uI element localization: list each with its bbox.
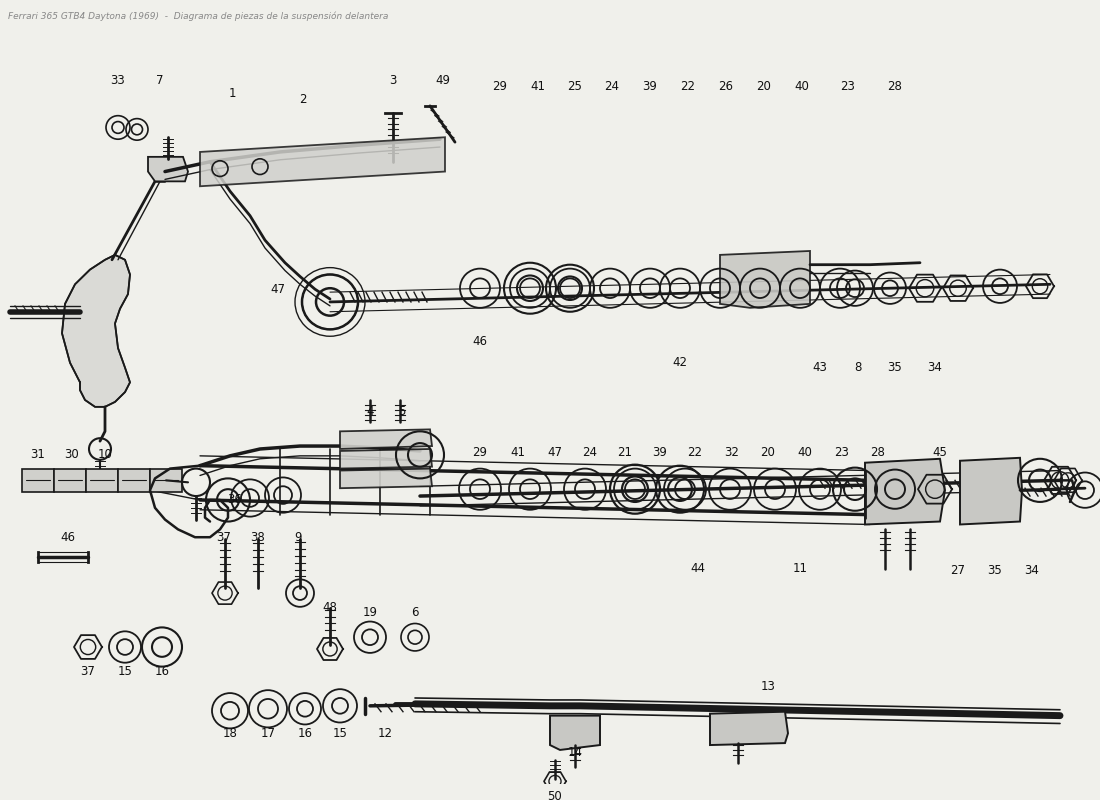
Text: 32: 32	[725, 446, 739, 459]
Text: 45: 45	[933, 446, 947, 459]
Text: 42: 42	[672, 356, 688, 370]
Polygon shape	[710, 712, 788, 745]
Text: Ferrari 365 GTB4 Daytona (1969)  -  Diagrama de piezas de la suspensión delanter: Ferrari 365 GTB4 Daytona (1969) - Diagra…	[8, 12, 388, 22]
Text: 30: 30	[65, 448, 79, 462]
Text: 34: 34	[927, 361, 943, 374]
Text: 46: 46	[60, 530, 76, 544]
Text: 4: 4	[366, 406, 374, 418]
Text: 24: 24	[605, 80, 619, 93]
Polygon shape	[550, 716, 600, 750]
Text: 37: 37	[217, 530, 231, 544]
Text: 20: 20	[760, 446, 775, 459]
Text: 15: 15	[118, 665, 132, 678]
Text: 40: 40	[794, 80, 810, 93]
Text: 35: 35	[988, 564, 1002, 577]
Text: 2: 2	[299, 94, 307, 106]
Text: 12: 12	[377, 726, 393, 740]
Polygon shape	[54, 469, 86, 492]
Text: 47: 47	[548, 446, 562, 459]
Text: 35: 35	[888, 361, 902, 374]
Polygon shape	[720, 251, 810, 308]
Polygon shape	[62, 255, 130, 407]
Text: 13: 13	[760, 680, 775, 693]
Text: 14: 14	[568, 746, 583, 759]
Polygon shape	[22, 469, 54, 492]
Text: 11: 11	[792, 562, 807, 575]
Polygon shape	[118, 469, 150, 492]
Text: 40: 40	[798, 446, 813, 459]
Text: 49: 49	[436, 74, 451, 87]
Polygon shape	[150, 469, 182, 492]
Polygon shape	[340, 430, 432, 449]
Polygon shape	[340, 469, 432, 488]
Polygon shape	[960, 458, 1022, 525]
Text: 22: 22	[688, 446, 703, 459]
Text: 20: 20	[757, 80, 771, 93]
Text: 16: 16	[154, 665, 169, 678]
Text: 21: 21	[617, 446, 632, 459]
Text: 39: 39	[652, 446, 668, 459]
Text: 33: 33	[111, 74, 125, 87]
Text: 7: 7	[156, 74, 164, 87]
Text: 48: 48	[322, 602, 338, 614]
Polygon shape	[865, 458, 945, 525]
Text: 39: 39	[642, 80, 658, 93]
Text: 38: 38	[251, 530, 265, 544]
Text: 50: 50	[548, 790, 562, 800]
Text: 8: 8	[855, 361, 861, 374]
Text: 25: 25	[568, 80, 582, 93]
Text: 36: 36	[228, 494, 242, 506]
Text: 44: 44	[691, 562, 705, 575]
Text: 28: 28	[888, 80, 902, 93]
Text: 16: 16	[297, 726, 312, 740]
Text: 23: 23	[840, 80, 856, 93]
Text: 23: 23	[835, 446, 849, 459]
Polygon shape	[340, 449, 432, 469]
Text: 37: 37	[80, 665, 96, 678]
Text: 6: 6	[411, 606, 419, 619]
Text: 41: 41	[510, 446, 526, 459]
Text: 19: 19	[363, 606, 377, 619]
Text: 18: 18	[222, 726, 238, 740]
Text: 27: 27	[950, 564, 966, 577]
Text: 34: 34	[1024, 564, 1040, 577]
Text: 46: 46	[473, 334, 487, 348]
Text: 3: 3	[389, 74, 397, 87]
Text: 26: 26	[718, 80, 734, 93]
Text: 5: 5	[398, 406, 406, 418]
Text: 9: 9	[295, 530, 301, 544]
Text: 15: 15	[332, 726, 348, 740]
Text: 22: 22	[681, 80, 695, 93]
Polygon shape	[200, 138, 446, 186]
Polygon shape	[86, 469, 118, 492]
Polygon shape	[148, 157, 188, 182]
Text: 43: 43	[813, 361, 827, 374]
Text: 10: 10	[98, 448, 112, 462]
Text: 29: 29	[473, 446, 487, 459]
Text: 17: 17	[261, 726, 275, 740]
Text: 24: 24	[583, 446, 597, 459]
Text: 1: 1	[229, 86, 235, 100]
Text: 41: 41	[530, 80, 546, 93]
Text: 47: 47	[271, 282, 286, 296]
Text: 28: 28	[870, 446, 886, 459]
Text: 29: 29	[493, 80, 507, 93]
Text: 31: 31	[31, 448, 45, 462]
